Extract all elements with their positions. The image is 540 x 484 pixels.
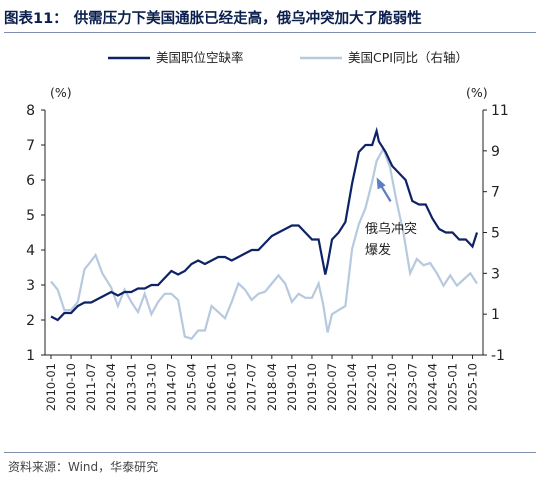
right-tick-label: 5 — [491, 226, 500, 242]
x-tick-label: 2020-07 — [325, 363, 339, 411]
x-tick-label: 2010-01 — [44, 363, 58, 411]
x-tick-label: 2016-10 — [225, 363, 239, 411]
x-tick-label: 2012-04 — [104, 363, 118, 411]
annotation-text-line2: 爆发 — [365, 242, 391, 258]
x-tick-label: 2023-07 — [405, 363, 419, 411]
right-tick-label: 7 — [491, 185, 500, 201]
x-tick-label: 2025-01 — [445, 363, 459, 411]
right-tick-label: 11 — [491, 103, 509, 119]
x-tick-label: 2015-04 — [185, 363, 199, 411]
left-tick-label: 6 — [26, 173, 35, 189]
legend-label-cpi: 美国CPI同比（右轴） — [348, 50, 468, 65]
x-tick-label: 2017-07 — [245, 363, 259, 411]
x-tick-label: 2019-01 — [285, 363, 299, 411]
chart-title: 供需压力下美国通胀已经走高，俄乌冲突加大了脆弱性 — [73, 10, 422, 27]
annotation-arrow-head — [376, 177, 386, 190]
source-note: 资料来源：Wind，华泰研究 — [8, 460, 159, 474]
x-tick-label: 2011-07 — [84, 363, 98, 411]
x-tick-label: 2018-04 — [265, 363, 279, 411]
left-axis-unit: (%) — [50, 85, 72, 100]
x-tick-label: 2019-10 — [305, 363, 319, 411]
x-axis-ticks: 2010-01 2010-10 2011-07 2012-04 2013-01 2013-… — [44, 355, 480, 411]
right-tick-label: -1 — [491, 348, 505, 364]
x-tick-label: 2022-01 — [365, 363, 379, 411]
x-tick-label: 2021-04 — [345, 363, 359, 411]
x-tick-label: 2025-10 — [466, 363, 480, 411]
right-axis-ticks: -1 1 3 5 7 9 11 — [483, 103, 509, 364]
left-tick-label: 7 — [26, 138, 35, 154]
annotation-text-line1: 俄乌冲突 — [365, 221, 417, 237]
left-tick-label: 2 — [26, 313, 35, 329]
x-tick-label: 2013-01 — [124, 363, 138, 411]
figure-label: 图表11： — [4, 10, 68, 27]
left-tick-label: 4 — [26, 243, 35, 259]
right-tick-label: 1 — [491, 307, 500, 323]
x-tick-label: 2014-07 — [164, 363, 178, 411]
left-tick-label: 5 — [26, 208, 35, 224]
x-tick-label: 2016-01 — [205, 363, 219, 411]
x-tick-label: 2024-04 — [425, 363, 439, 411]
left-axis-ticks: 1 2 3 4 5 6 7 8 — [26, 103, 45, 364]
x-tick-label: 2010-10 — [64, 363, 78, 411]
footer-rule — [4, 452, 536, 453]
chart-title-row: 图表11： 供需压力下美国通胀已经走高，俄乌冲突加大了脆弱性 — [4, 2, 536, 33]
legend: 美国职位空缺率 美国CPI同比（右轴） — [108, 50, 468, 65]
left-tick-label: 8 — [26, 103, 35, 119]
series-line-unemployment — [50, 126, 479, 322]
right-tick-label: 9 — [491, 144, 500, 160]
left-tick-label: 3 — [26, 278, 35, 294]
x-tick-label: 2022-10 — [385, 363, 399, 411]
right-tick-label: 3 — [491, 266, 500, 282]
chart-canvas: 美国职位空缺率 美国CPI同比（右轴） (%) (%) 1 2 3 4 5 6 7 8 -1 1… — [26, 50, 509, 411]
right-axis-unit: (%) — [466, 85, 488, 100]
legend-label-unemployment: 美国职位空缺率 — [156, 50, 244, 65]
annotation-ukraine-conflict: 俄乌冲突 爆发 — [365, 177, 417, 258]
x-tick-label: 2013-10 — [144, 363, 158, 411]
left-tick-label: 1 — [26, 348, 35, 364]
